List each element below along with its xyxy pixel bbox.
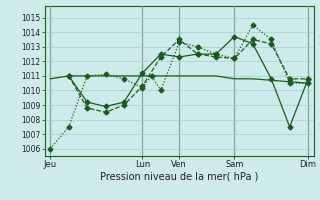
X-axis label: Pression niveau de la mer( hPa ): Pression niveau de la mer( hPa ) bbox=[100, 172, 258, 182]
